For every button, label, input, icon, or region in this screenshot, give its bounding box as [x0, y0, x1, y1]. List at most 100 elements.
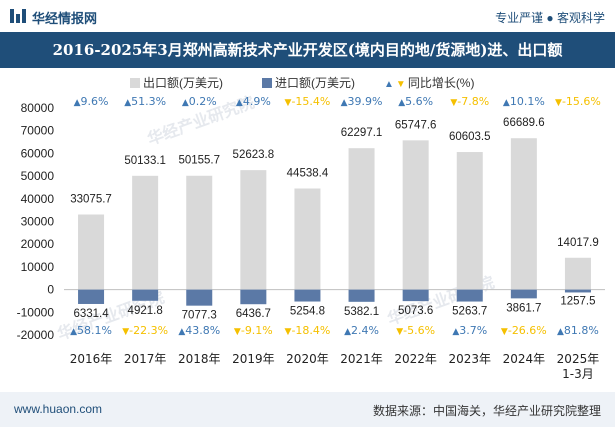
import-yoy-value: -9.1%	[241, 324, 273, 337]
export-value-label: 62297.1	[341, 127, 383, 139]
export-value-label: 44538.4	[287, 167, 329, 179]
export-bar	[456, 152, 483, 290]
import-yoy-label: ▼-18.4%	[285, 324, 331, 337]
import-bar	[402, 289, 429, 302]
export-yoy-label: ▼-15.4%	[285, 95, 331, 108]
import-yoy-label: ▼-5.6%	[396, 324, 435, 337]
export-yoy-value: 0.2%	[189, 95, 217, 108]
export-yoy-label: ▼-15.6%	[555, 95, 601, 108]
y-tick-label: 80000	[21, 101, 55, 115]
down-triangle-icon: ▼	[555, 98, 562, 108]
import-value-label: 1257.5	[560, 295, 595, 307]
footer-url[interactable]: www.huaon.com	[14, 402, 103, 416]
up-triangle-icon: ▲	[341, 98, 348, 108]
export-value-label: 33075.7	[70, 194, 112, 206]
x-category-label: 1-3月	[562, 367, 594, 381]
y-tick-label: 10000	[21, 260, 55, 274]
export-yoy-value: -7.8%	[457, 95, 489, 108]
import-yoy-label: ▼-22.3%	[122, 324, 168, 337]
legend-export: 出口额(万美元)	[130, 74, 223, 91]
y-tick-label: 70000	[21, 124, 55, 138]
legend-yoy-label: 同比增长(%)	[407, 76, 475, 90]
export-value-label: 52623.8	[233, 149, 275, 161]
export-value-label: 50133.1	[124, 155, 166, 167]
import-value-label: 5073.6	[398, 305, 433, 317]
title-bar: 2016-2025年3月郑州高新技术产业开发区(境内目的地/货源地)进、出口额	[0, 32, 615, 68]
x-category-label: 2020年	[286, 352, 329, 366]
import-bar	[348, 289, 375, 302]
export-value-label: 65747.6	[395, 119, 437, 131]
import-yoy-label: ▼-9.1%	[234, 324, 273, 337]
import-yoy-value: -5.6%	[403, 324, 435, 337]
import-yoy-label: ▲43.8%	[178, 324, 220, 337]
down-triangle-icon: ▼	[122, 327, 129, 337]
y-tick-label: 40000	[21, 192, 55, 206]
export-bar	[564, 257, 591, 290]
x-category-label: 2023年	[448, 352, 491, 366]
export-yoy-value: 10.1%	[510, 95, 545, 108]
import-value-label: 4921.8	[128, 305, 163, 317]
export-yoy-value: -15.6%	[562, 95, 601, 108]
x-category-label: 2018年	[178, 352, 221, 366]
x-category-label: 2025年	[557, 352, 600, 366]
import-value-label: 6331.4	[73, 308, 109, 320]
import-yoy-label: ▲81.8%	[557, 324, 599, 337]
export-bar	[402, 140, 429, 290]
down-triangle-icon: ▼	[234, 327, 241, 337]
import-value-label: 5263.7	[452, 306, 487, 318]
up-triangle-icon: ▲	[74, 98, 81, 108]
import-bar	[132, 289, 159, 301]
legend-import-label: 进口额(万美元)	[275, 76, 355, 90]
import-yoy-label: ▼-26.6%	[501, 324, 547, 337]
down-triangle-icon: ▼	[285, 98, 292, 108]
export-bar	[132, 175, 159, 290]
import-yoy-value: 2.4%	[351, 324, 379, 337]
down-triangle-icon: ▼	[396, 327, 403, 337]
import-bar	[456, 289, 483, 302]
export-value-label: 50155.7	[178, 155, 220, 167]
import-value-label: 3861.7	[506, 302, 541, 314]
export-value-label: 60603.5	[449, 131, 491, 143]
export-bar	[510, 138, 537, 290]
up-triangle-icon: ▲	[70, 327, 77, 337]
legend-up-triangle-icon: ▲	[384, 79, 394, 90]
import-yoy-value: 43.8%	[185, 324, 220, 337]
export-yoy-value: -15.4%	[291, 95, 330, 108]
x-category-label: 2024年	[503, 352, 546, 366]
export-yoy-label: ▼-7.8%	[450, 95, 489, 108]
y-tick-label: -20000	[17, 328, 55, 342]
up-triangle-icon: ▲	[182, 98, 189, 108]
y-tick-label: 20000	[21, 237, 55, 251]
export-yoy-label: ▲51.3%	[124, 95, 166, 108]
export-bar	[78, 214, 105, 290]
import-bar	[564, 289, 591, 293]
y-tick-label: 50000	[21, 169, 55, 183]
export-yoy-label: ▲5.6%	[398, 95, 433, 108]
up-triangle-icon: ▲	[557, 327, 564, 337]
import-bar	[240, 289, 267, 305]
y-tick-label: 30000	[21, 215, 55, 229]
export-yoy-label: ▲0.2%	[182, 95, 217, 108]
import-yoy-label: ▲2.4%	[344, 324, 379, 337]
export-yoy-label: ▲39.9%	[341, 95, 383, 108]
legend-export-swatch	[130, 78, 140, 88]
up-triangle-icon: ▲	[344, 327, 351, 337]
down-triangle-icon: ▼	[450, 98, 457, 108]
export-yoy-value: 5.6%	[405, 95, 433, 108]
import-bar	[78, 289, 105, 304]
export-bar	[186, 175, 213, 290]
up-triangle-icon: ▲	[503, 98, 510, 108]
header: 华经情报网 专业严谨 ● 客观科学	[0, 0, 615, 32]
import-yoy-value: -18.4%	[291, 324, 330, 337]
import-yoy-value: -22.3%	[129, 324, 168, 337]
down-triangle-icon: ▼	[501, 327, 508, 337]
x-category-label: 2021年	[340, 352, 383, 366]
export-bar	[294, 188, 321, 290]
import-value-label: 5382.1	[344, 306, 379, 318]
import-yoy-label: ▲58.1%	[70, 324, 112, 337]
up-triangle-icon: ▲	[236, 98, 243, 108]
export-value-label: 66689.6	[503, 117, 545, 129]
import-value-label: 7077.3	[182, 310, 217, 322]
up-triangle-icon: ▲	[398, 98, 405, 108]
